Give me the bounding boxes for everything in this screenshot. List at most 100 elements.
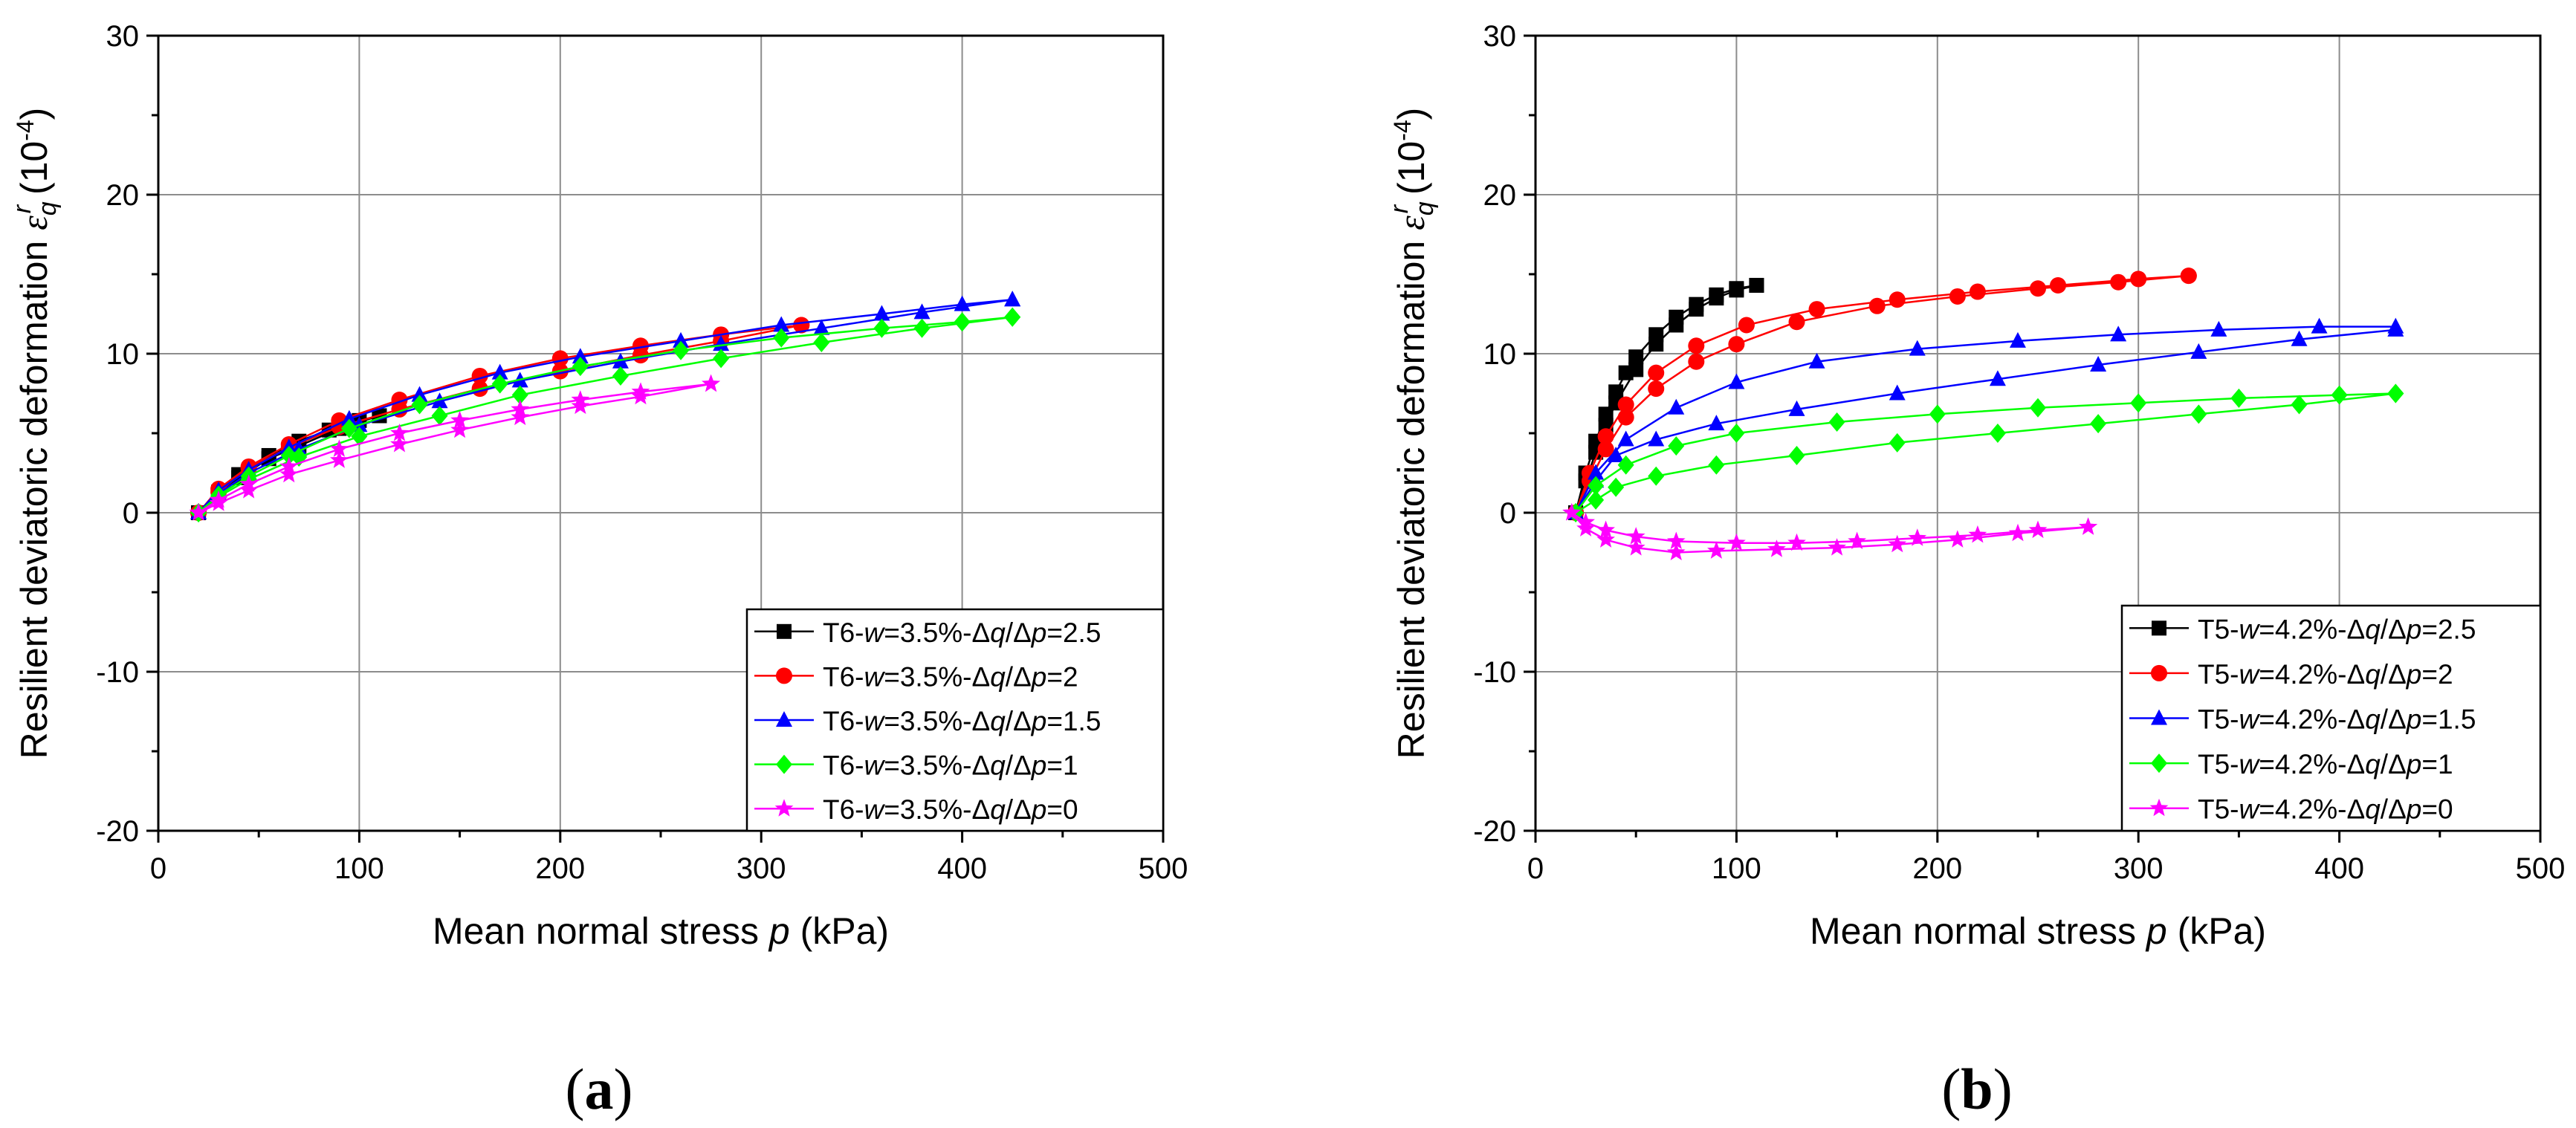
data-point: [1908, 528, 1927, 546]
data-point: [1596, 520, 1615, 539]
y-tick-label: -20: [1473, 815, 1516, 848]
data-point: [1608, 477, 1625, 497]
legend-marker: [2151, 753, 2167, 774]
data-point: [511, 407, 530, 426]
y-tick-label: 20: [106, 179, 140, 212]
data-point: [1909, 340, 1926, 356]
series-5: [1562, 503, 2097, 560]
data-point: [773, 328, 790, 348]
x-axis-title: Mean normal stress p (kPa): [1810, 910, 2266, 952]
data-point: [1738, 317, 1755, 334]
legend-label: T6-w=3.5%-Δq/Δp=1: [823, 751, 1078, 781]
data-point: [1617, 409, 1634, 426]
data-point: [1888, 534, 1907, 553]
data-point: [571, 396, 590, 415]
legend-marker: [2151, 664, 2167, 681]
data-point: [1949, 288, 1966, 305]
data-point: [330, 439, 349, 457]
panel-a-caption: (a): [566, 1057, 633, 1121]
data-point: [1709, 291, 1724, 306]
legend-item: T6-w=3.5%-Δq/Δp=0: [754, 794, 1078, 825]
data-point: [1808, 352, 1825, 369]
y-tick-label: 0: [123, 497, 139, 530]
data-point: [1868, 297, 1886, 314]
y-tick-label: 10: [1483, 338, 1517, 371]
data-point: [913, 318, 931, 338]
y-tick-label: 30: [1483, 20, 1517, 53]
legend-label: T5-w=4.2%-Δq/Δp=2: [2198, 659, 2453, 690]
data-point: [2130, 393, 2147, 413]
legend-label: T6-w=3.5%-Δq/Δp=1.5: [823, 706, 1101, 736]
data-point: [1728, 373, 1745, 389]
series-2: [1567, 268, 2197, 521]
series-line-load: [198, 298, 1013, 513]
data-point: [1668, 436, 1685, 456]
legend: T6-w=3.5%-Δq/Δp=2.5 T6-w=3.5%-Δq/Δp=2 T6-w…: [745, 608, 1165, 832]
data-point: [1576, 519, 1595, 537]
data-point: [1688, 353, 1705, 370]
data-point: [1597, 441, 1614, 458]
data-point: [1626, 527, 1645, 545]
data-point: [1688, 337, 1705, 354]
data-point: [773, 316, 790, 332]
data-point: [1617, 455, 1634, 475]
data-point: [2130, 270, 2147, 288]
data-point: [1626, 538, 1645, 556]
data-point: [1648, 364, 1665, 381]
data-point: [1628, 349, 1644, 365]
data-point: [1727, 533, 1746, 551]
series-line-unload: [198, 316, 1013, 513]
data-point: [351, 427, 368, 447]
data-point: [491, 363, 508, 380]
legend-label: T6-w=3.5%-Δq/Δp=0: [823, 794, 1078, 825]
data-point: [1648, 466, 1665, 486]
data-point: [1989, 370, 2006, 386]
data-point: [340, 418, 357, 438]
series-line-load: [198, 316, 1013, 513]
y-axis-title: Resilient deviatoric deformation εqr (10…: [8, 108, 62, 759]
data-point: [1889, 291, 1906, 308]
legend-marker: [774, 799, 794, 817]
data-point: [702, 374, 720, 392]
data-point: [411, 386, 428, 402]
legend-item: T5-w=4.2%-Δq/Δp=2: [2129, 659, 2453, 690]
y-tick-label: 30: [106, 20, 140, 53]
data-point: [2009, 331, 2026, 348]
legend-item: T5-w=4.2%-Δq/Δp=0: [2129, 794, 2453, 825]
data-point: [1628, 362, 1644, 377]
data-point: [1708, 415, 1725, 431]
data-point: [1708, 455, 1725, 475]
data-point: [1948, 530, 1967, 548]
x-tick-label: 500: [1139, 852, 1188, 885]
data-point: [1749, 277, 1764, 293]
data-point: [873, 305, 890, 321]
data-point: [1788, 314, 1805, 331]
data-point: [954, 312, 971, 332]
data-point: [1968, 525, 1987, 543]
data-point: [1689, 302, 1704, 317]
data-point: [612, 366, 629, 386]
data-point: [491, 374, 508, 394]
legend-label: T6-w=3.5%-Δq/Δp=2.5: [823, 618, 1101, 648]
data-point: [239, 481, 258, 499]
series-3: [1567, 317, 2404, 519]
data-point: [2230, 388, 2247, 408]
y-axis-title: Resilient deviatoric deformation εqr (10…: [1385, 108, 1439, 759]
legend-marker: [776, 667, 792, 684]
series-line-load: [1575, 392, 2396, 513]
x-axis-title: Mean normal stress p (kPa): [433, 910, 889, 952]
data-point: [793, 317, 810, 334]
data-point: [450, 420, 469, 438]
data-point: [572, 348, 589, 364]
data-point: [189, 503, 208, 521]
data-point: [1728, 424, 1745, 443]
data-point: [2291, 330, 2308, 346]
series-line-unload: [198, 298, 1013, 513]
data-point: [572, 357, 589, 377]
data-point: [1787, 533, 1806, 551]
data-point: [673, 340, 690, 360]
x-tick-label: 500: [2516, 852, 2566, 885]
legend-marker: [2152, 620, 2166, 636]
panel-b-caption: (b): [1941, 1057, 2012, 1121]
data-point: [813, 333, 830, 353]
